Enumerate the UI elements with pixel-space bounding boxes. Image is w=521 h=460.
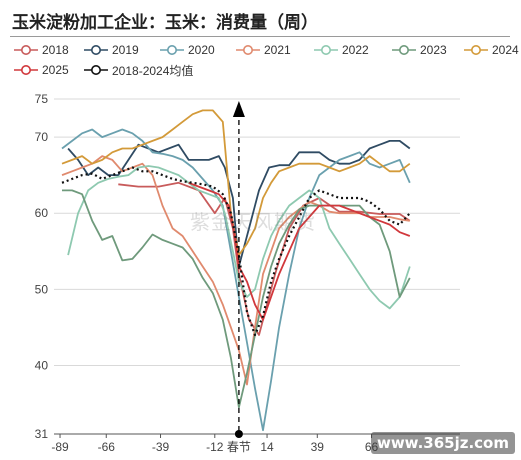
- legend-item[interactable]: 2019: [84, 40, 139, 60]
- legend-marker-icon: [392, 45, 416, 55]
- x-tick-label: -39: [152, 440, 170, 454]
- legend-item[interactable]: 2023: [392, 40, 447, 60]
- marker-arrow-icon: [232, 101, 245, 117]
- legend-marker-icon: [314, 45, 338, 55]
- legend-marker-icon: [84, 45, 108, 55]
- x-tick-label: 39: [311, 440, 325, 454]
- legend-label: 2021: [264, 43, 291, 57]
- series-line: [61, 155, 410, 386]
- watermark: 紫金天风期货: [190, 212, 316, 234]
- series-line: [67, 139, 411, 268]
- y-tick-label: 50: [35, 282, 49, 296]
- legend-item[interactable]: 2020: [160, 40, 215, 60]
- legend-label: 2024: [492, 43, 519, 57]
- series-line: [67, 165, 411, 310]
- title-divider: [10, 36, 510, 37]
- legend-label: 2019: [112, 43, 139, 57]
- legend-item[interactable]: 2021: [236, 40, 291, 60]
- y-tick-label: 31: [35, 427, 49, 441]
- series-line: [62, 189, 411, 409]
- x-tick-label: -89: [51, 440, 69, 454]
- y-tick-label: 40: [35, 358, 49, 372]
- marker-dot-icon: [234, 430, 243, 438]
- chart-title: 玉米淀粉加工企业：玉米：消费量（周）: [12, 13, 318, 32]
- legend-label: 2018: [42, 43, 69, 57]
- legend-label: 2020: [188, 43, 215, 57]
- y-tick-label: 60: [35, 206, 49, 220]
- legend-item[interactable]: 2025: [14, 60, 69, 80]
- series-line: [188, 181, 411, 321]
- legend-item[interactable]: 2024: [464, 40, 519, 60]
- legend-label: 2023: [420, 43, 447, 57]
- series-line: [61, 128, 411, 432]
- legend-item[interactable]: 2018-2024均值: [84, 60, 193, 80]
- legend-marker-icon: [84, 65, 108, 75]
- site-mark: www.365jz.com: [370, 432, 515, 454]
- legend-marker-icon: [14, 45, 38, 55]
- legend-marker-icon: [160, 45, 184, 55]
- legend-marker-icon: [236, 45, 260, 55]
- x-tick-label: 14: [260, 440, 274, 454]
- legend-item[interactable]: 2022: [314, 40, 369, 60]
- y-tick-label: 75: [35, 92, 49, 106]
- legend-marker-icon: [464, 45, 488, 55]
- x-tick-label: 春节: [227, 440, 251, 454]
- legend-label: 2025: [42, 63, 69, 77]
- legend-label: 2022: [342, 43, 369, 57]
- legend-marker-icon: [14, 65, 38, 75]
- x-tick-label: -12: [206, 440, 224, 454]
- y-tick-label: 70: [35, 130, 49, 144]
- legend-item[interactable]: 2018: [14, 40, 69, 60]
- x-tick-label: -66: [98, 440, 116, 454]
- legend-label: 2018-2024均值: [112, 63, 194, 78]
